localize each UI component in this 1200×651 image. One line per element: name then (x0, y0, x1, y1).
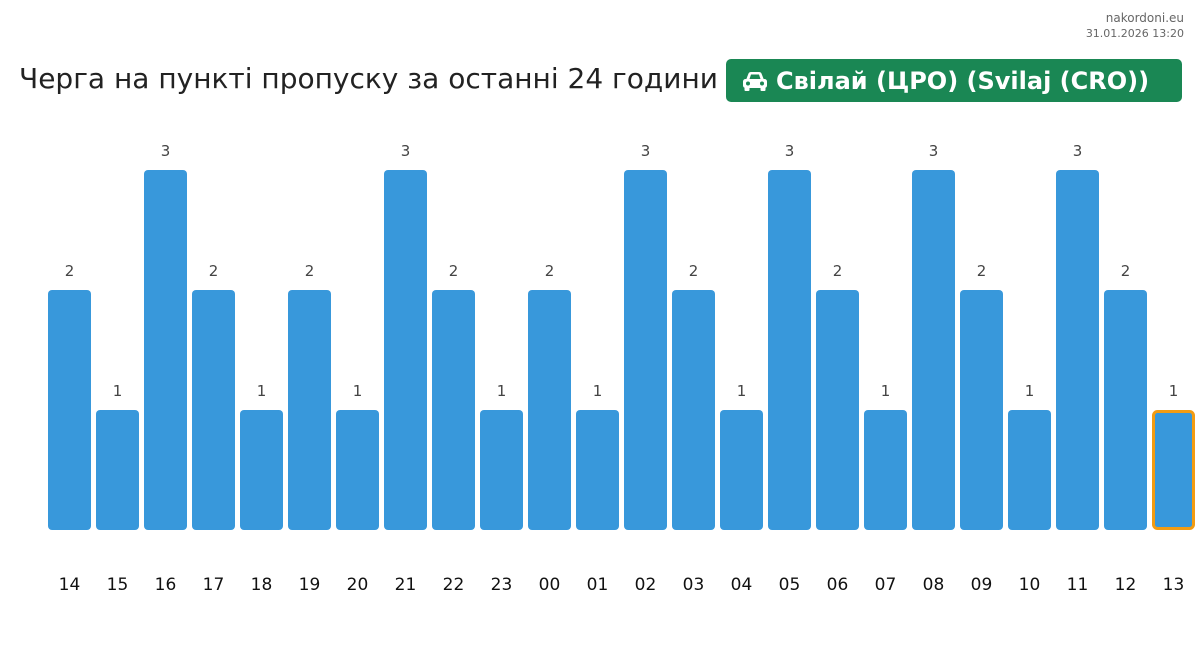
bar-20 (336, 410, 379, 530)
bar-13 (1152, 410, 1195, 530)
value-label-11: 3 (1073, 142, 1083, 160)
x-tick-label-08: 08 (923, 575, 945, 595)
bar-21 (384, 170, 427, 530)
bar-06 (816, 290, 859, 530)
page-title: Черга на пункті пропуску за останні 24 г… (19, 62, 718, 95)
value-label-09: 2 (977, 262, 987, 280)
value-label-18: 1 (257, 382, 267, 400)
bar-17 (192, 290, 235, 530)
bar-05 (768, 170, 811, 530)
value-label-13: 1 (1169, 382, 1179, 400)
bar-08 (912, 170, 955, 530)
bar-01 (576, 410, 619, 530)
checkpoint-badge: Свілай (ЦРО) (Svilaj (CRO)) (726, 59, 1182, 102)
bar-11 (1056, 170, 1099, 530)
x-tick-label-09: 09 (971, 575, 993, 595)
x-tick-label-20: 20 (347, 575, 369, 595)
value-label-06: 2 (833, 262, 843, 280)
site-name: nakordoni.eu (1105, 11, 1184, 25)
x-tick-label-23: 23 (491, 575, 513, 595)
value-label-20: 1 (353, 382, 363, 400)
value-label-10: 1 (1025, 382, 1035, 400)
x-tick-label-12: 12 (1115, 575, 1137, 595)
x-tick-label-02: 02 (635, 575, 657, 595)
bar-07 (864, 410, 907, 530)
value-label-01: 1 (593, 382, 603, 400)
bar-18 (240, 410, 283, 530)
value-label-17: 2 (209, 262, 219, 280)
value-label-00: 2 (545, 262, 555, 280)
bar-19 (288, 290, 331, 530)
x-tick-label-11: 11 (1067, 575, 1089, 595)
car-icon (743, 71, 767, 91)
bar-16 (144, 170, 187, 530)
x-tick-label-00: 00 (539, 575, 561, 595)
bar-03 (672, 290, 715, 530)
x-tick-label-03: 03 (683, 575, 705, 595)
value-label-03: 2 (689, 262, 699, 280)
x-tick-label-10: 10 (1019, 575, 1041, 595)
bar-22 (432, 290, 475, 530)
bar-23 (480, 410, 523, 530)
value-label-15: 1 (113, 382, 123, 400)
checkpoint-name: Свілай (ЦРО) (Svilaj (CRO)) (776, 66, 1150, 95)
value-label-05: 3 (785, 142, 795, 160)
bar-02 (624, 170, 667, 530)
value-label-21: 3 (401, 142, 411, 160)
value-label-23: 1 (497, 382, 507, 400)
x-tick-label-06: 06 (827, 575, 849, 595)
x-tick-label-21: 21 (395, 575, 417, 595)
value-label-14: 2 (65, 262, 75, 280)
value-label-07: 1 (881, 382, 891, 400)
bar-00 (528, 290, 571, 530)
value-label-12: 2 (1121, 262, 1131, 280)
value-label-19: 2 (305, 262, 315, 280)
x-tick-label-17: 17 (203, 575, 225, 595)
bar-14 (48, 290, 91, 530)
x-tick-label-19: 19 (299, 575, 321, 595)
x-tick-label-05: 05 (779, 575, 801, 595)
x-tick-label-13: 13 (1163, 575, 1185, 595)
value-label-16: 3 (161, 142, 171, 160)
x-tick-label-01: 01 (587, 575, 609, 595)
value-label-04: 1 (737, 382, 747, 400)
bar-09 (960, 290, 1003, 530)
x-tick-label-15: 15 (107, 575, 129, 595)
timestamp: 31.01.2026 13:20 (1085, 27, 1184, 40)
value-label-22: 2 (449, 262, 459, 280)
x-tick-label-22: 22 (443, 575, 465, 595)
value-label-08: 3 (929, 142, 939, 160)
value-label-02: 3 (641, 142, 651, 160)
bar-15 (96, 410, 139, 530)
bar-10 (1008, 410, 1051, 530)
bar-04 (720, 410, 763, 530)
x-tick-label-14: 14 (59, 575, 81, 595)
x-tick-label-18: 18 (251, 575, 273, 595)
x-tick-label-04: 04 (731, 575, 753, 595)
x-tick-label-16: 16 (155, 575, 177, 595)
bar-12 (1104, 290, 1147, 530)
x-tick-label-07: 07 (875, 575, 897, 595)
site-info: nakordoni.eu 31.01.2026 13:20 (1086, 10, 1184, 42)
